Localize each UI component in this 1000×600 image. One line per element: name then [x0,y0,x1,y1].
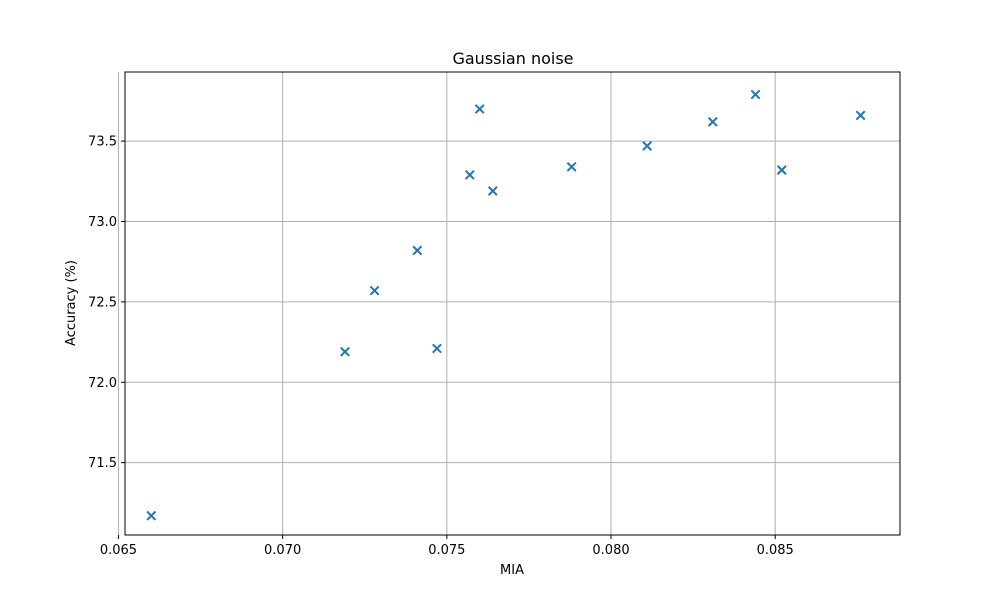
data-point-marker [412,245,423,256]
plot-area-frame [124,71,901,536]
data-point-marker [750,89,761,100]
y-tick-label: 72.5 [88,295,117,310]
x-axis-ticks: 0.065 0.070 0.075 0.080 0.085 [100,535,794,558]
x-tick-label: 0.075 [428,543,465,558]
data-point-marker [369,285,380,296]
data-point-marker [146,510,157,521]
data-point-marker [432,343,442,354]
data-point-marker [642,141,653,151]
data-point-marker [776,165,787,175]
y-axis-ticks: 71.5 72.0 72.5 73.0 73.5 [88,135,125,471]
data-point-marker [487,186,498,196]
y-tick-label: 71.5 [88,456,117,471]
chart-title: Gaussian noise [452,49,573,68]
x-tick-label: 0.070 [264,543,301,558]
y-axis-label: Accuracy (%) [64,260,79,346]
x-axis-label: MIA [500,563,524,578]
x-tick-label: 0.080 [592,543,629,558]
data-point-marker [474,104,485,114]
x-tick-label: 0.065 [100,543,137,558]
grid-lines [117,72,900,535]
data-point-marker [707,116,718,127]
data-points [146,89,866,521]
data-point-marker [464,169,475,180]
y-tick-label: 72.0 [88,376,117,391]
x-tick-label: 0.085 [757,543,794,558]
data-point-marker [855,110,866,121]
data-point-marker [340,346,350,357]
y-tick-label: 73.0 [88,215,117,230]
y-tick-label: 73.5 [88,135,117,150]
data-point-marker [566,161,577,172]
